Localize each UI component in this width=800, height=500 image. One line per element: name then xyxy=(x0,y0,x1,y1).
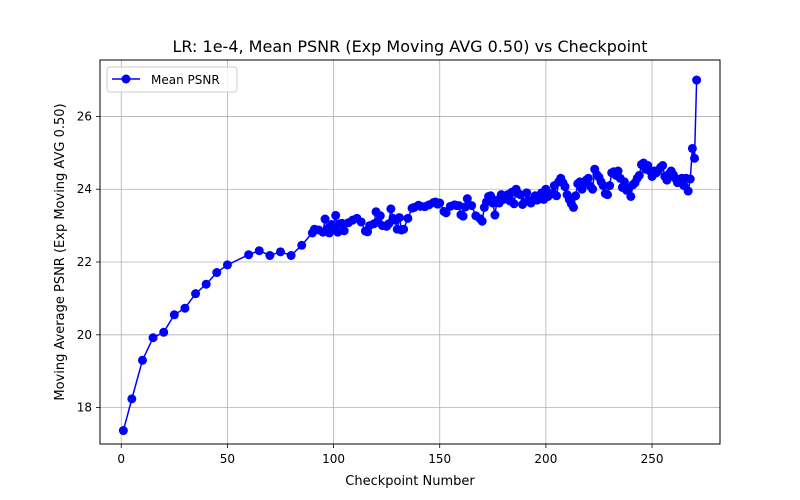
y-axis-label: Moving Average PSNR (Exp Moving AVG 0.50… xyxy=(53,103,68,400)
x-tick-label: 50 xyxy=(220,452,235,466)
y-tick-label: 20 xyxy=(77,328,92,342)
data-point xyxy=(435,198,445,208)
data-point xyxy=(148,333,158,343)
data-point xyxy=(403,213,413,223)
data-point xyxy=(552,191,562,201)
data-point xyxy=(690,153,700,163)
data-point xyxy=(571,191,581,201)
data-point xyxy=(386,204,396,214)
data-point xyxy=(339,226,349,236)
data-point xyxy=(265,250,275,260)
data-point xyxy=(180,303,190,313)
data-point xyxy=(477,216,487,226)
data-point xyxy=(159,327,169,337)
data-point xyxy=(441,208,451,218)
y-tick-label: 24 xyxy=(77,182,92,196)
data-point xyxy=(598,181,608,191)
data-point xyxy=(687,143,697,153)
data-point xyxy=(394,213,404,223)
data-point xyxy=(602,190,612,200)
data-point xyxy=(137,355,147,365)
data-point xyxy=(683,186,693,196)
legend-label: Mean PSNR xyxy=(151,73,220,87)
y-tick-label: 26 xyxy=(77,109,92,123)
x-tick-label: 250 xyxy=(641,452,664,466)
data-point xyxy=(127,394,137,404)
data-point xyxy=(605,181,615,191)
data-point xyxy=(244,250,254,260)
data-point xyxy=(275,247,285,257)
data-point xyxy=(626,191,636,201)
data-point xyxy=(331,210,341,220)
data-point xyxy=(634,170,644,180)
legend-dot-marker xyxy=(121,74,131,84)
x-tick-label: 200 xyxy=(534,452,557,466)
data-point xyxy=(462,194,472,204)
data-point xyxy=(588,184,598,194)
y-tick-label: 22 xyxy=(77,255,92,269)
data-point xyxy=(201,279,211,289)
grid xyxy=(100,60,720,444)
x-axis-label: Checkpoint Number xyxy=(345,474,475,489)
data-point xyxy=(583,173,593,183)
data-point xyxy=(286,250,296,260)
data-point xyxy=(486,191,496,201)
data-point xyxy=(254,246,264,256)
x-tick-label: 100 xyxy=(322,452,345,466)
x-tick-label: 0 xyxy=(117,452,125,466)
data-point xyxy=(222,260,232,270)
chart-title: LR: 1e-4, Mean PSNR (Exp Moving AVG 0.50… xyxy=(173,37,648,56)
data-point xyxy=(692,75,702,85)
data-point xyxy=(467,201,477,211)
data-point xyxy=(685,174,695,184)
data-point xyxy=(658,161,668,171)
data-point xyxy=(568,202,578,212)
data-point xyxy=(522,188,532,198)
data-point xyxy=(509,199,519,209)
data-point xyxy=(560,182,570,192)
y-tick-label: 18 xyxy=(77,401,92,415)
y-axis-ticks: 18 20 22 24 26 xyxy=(77,109,100,415)
data-point xyxy=(613,166,623,176)
data-point xyxy=(191,289,201,299)
data-point xyxy=(118,426,128,436)
data-point xyxy=(490,210,500,220)
data-point xyxy=(212,268,222,278)
series-layer xyxy=(118,75,702,436)
data-point xyxy=(356,217,366,227)
x-axis-ticks: 0 50 100 150 200 250 xyxy=(117,444,664,466)
data-point xyxy=(169,310,179,320)
data-point xyxy=(297,240,307,250)
data-point xyxy=(458,211,468,221)
data-point xyxy=(320,214,330,224)
plot-frame xyxy=(99,59,721,445)
legend: Mean PSNR xyxy=(106,66,238,93)
data-point xyxy=(619,177,629,187)
legend-box xyxy=(106,66,238,93)
x-tick-label: 150 xyxy=(428,452,451,466)
data-point xyxy=(375,211,385,221)
data-point xyxy=(399,224,409,234)
